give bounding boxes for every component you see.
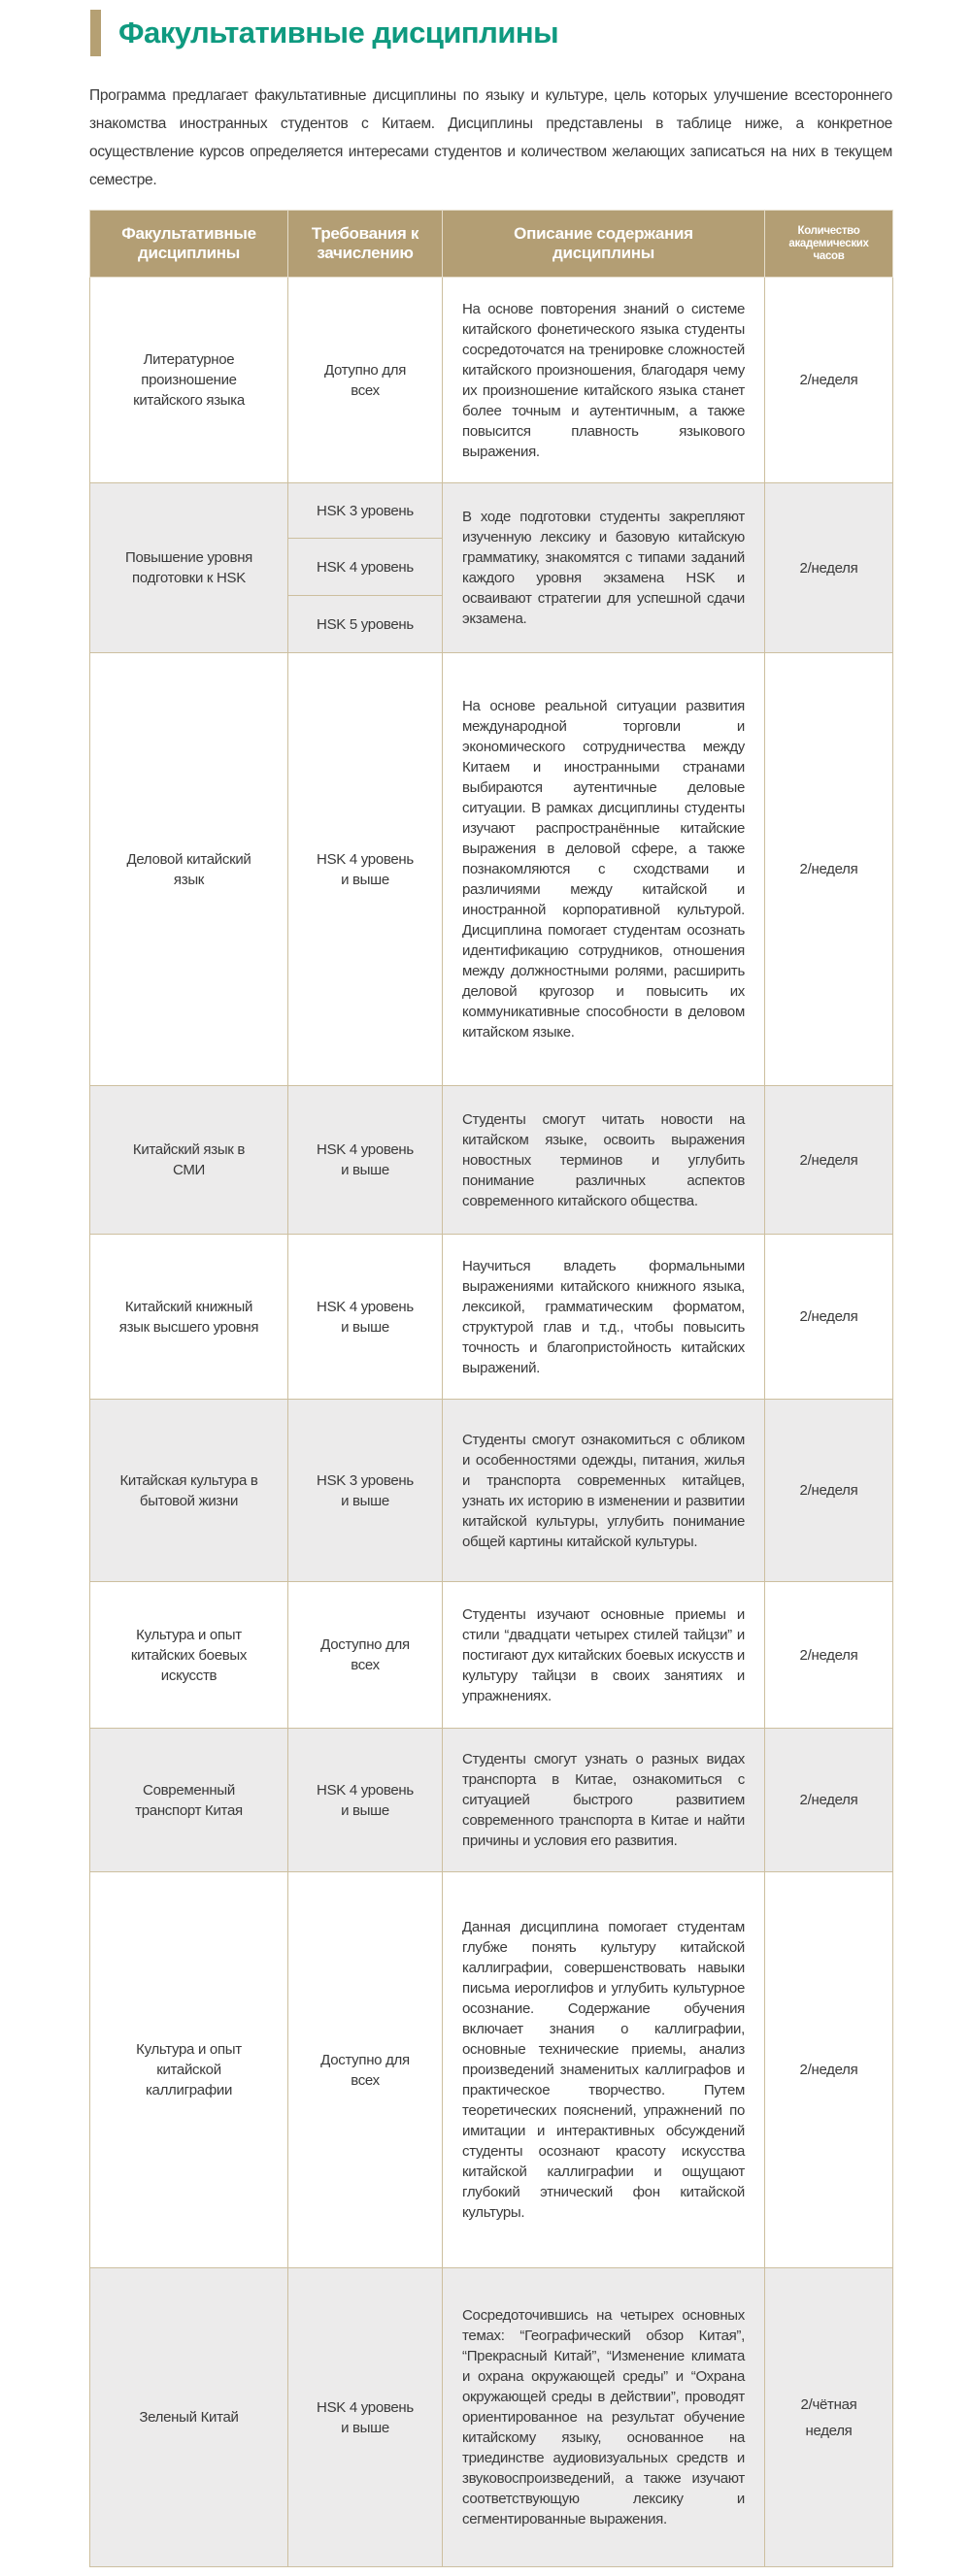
discipline-name: Современный транспорт Китая [89, 1728, 288, 1872]
page-title: Факультативные дисциплины [118, 16, 559, 50]
discipline-name: Литературное произношение китайского язы… [89, 277, 288, 483]
discipline-name: Повышение уровня подготовки к HSK [89, 482, 288, 653]
requirement: HSK 4 уровень и выше [287, 2267, 443, 2567]
table-row: Повышение уровня подготовки к HSK HSK 3 у… [89, 482, 893, 653]
title-accent-bar [90, 10, 101, 56]
hours: 2/неделя [764, 1085, 893, 1235]
table-row: Китайский книжный язык высшего уровня HSK… [89, 1234, 893, 1400]
discipline-name: Культура и опыт китайской каллиграфии [89, 1871, 288, 2268]
table-row: Китайский язык в СМИ HSK 4 уровень и выше… [89, 1085, 893, 1235]
description: Студенты изучают основные приемы и стили… [442, 1581, 765, 1729]
hours: 2/неделя [764, 482, 893, 653]
requirement: HSK 4 уровень и выше [287, 1728, 443, 1872]
hours: 2/неделя [764, 1581, 893, 1729]
requirement-hsk4: HSK 4 уровень [287, 538, 443, 596]
header-hours: Количество академических часов [764, 210, 893, 278]
hours: 2/чётная неделя [764, 2267, 893, 2567]
requirement: Дотупно для всех [287, 277, 443, 483]
hours: 2/неделя [764, 652, 893, 1086]
table-row: Зеленый Китай HSK 4 уровень и выше Сосредо… [89, 2267, 893, 2567]
description: Научиться владеть формальными выражениям… [442, 1234, 765, 1400]
table-header-row: Факультативные дисциплины Требования к з… [89, 210, 893, 278]
description: Сосредоточившись на четырех основных тем… [442, 2267, 765, 2567]
table-row: Китайская культура в бытовой жизни HSK 3 … [89, 1399, 893, 1582]
table-row: Культура и опыт китайских боевых искусст… [89, 1581, 893, 1729]
table-row: Литературное произношение китайского язы… [89, 277, 893, 483]
requirement: Доступно для всех [287, 1581, 443, 1729]
header-description: Описание содержания дисциплины [442, 210, 765, 278]
description: Студенты смогут читать новости на китайс… [442, 1085, 765, 1235]
discipline-name: Культура и опыт китайских боевых искусст… [89, 1581, 288, 1729]
header-requirements: Требования к зачислению [287, 210, 443, 278]
description: На основе повторения знаний о системе ки… [442, 277, 765, 483]
requirement: HSK 3 уровень и выше [287, 1399, 443, 1582]
table-row: Культура и опыт китайской каллиграфии Дос… [89, 1871, 893, 2268]
requirement: HSK 4 уровень и выше [287, 652, 443, 1086]
discipline-name: Китайский книжный язык высшего уровня [89, 1234, 288, 1400]
description: Студенты смогут узнать о разных видах тр… [442, 1728, 765, 1872]
table-row: Деловой китайский язык HSK 4 уровень и вы… [89, 652, 893, 1086]
description: В ходе подготовки студенты закрепляют из… [442, 482, 765, 653]
hours: 2/неделя [764, 1728, 893, 1872]
hours: 2/неделя [764, 1871, 893, 2268]
description: Данная дисциплина помогает студентам глу… [442, 1871, 765, 2268]
table-row: HSK 5 уровень [90, 595, 893, 653]
requirement-hsk3: HSK 3 уровень [287, 482, 443, 539]
discipline-name: Китайский язык в СМИ [89, 1085, 288, 1235]
description: Студенты смогут ознакомиться с обликом и… [442, 1399, 765, 1582]
discipline-name: Зеленый Китай [89, 2267, 288, 2567]
intro-paragraph: Программа предлагает факультативные дисц… [89, 87, 892, 188]
requirement-hsk5: HSK 5 уровень [287, 595, 443, 653]
table-row: Современный транспорт Китая HSK 4 уровень… [89, 1728, 893, 1872]
hours: 2/неделя [764, 277, 893, 483]
description: На основе реальной ситуации развития меж… [442, 652, 765, 1086]
hours: 2/неделя [764, 1399, 893, 1582]
header-disciplines: Факультативные дисциплины [89, 210, 288, 278]
electives-table: Факультативные дисциплины Требования к з… [89, 210, 893, 2567]
discipline-name: Деловой китайский язык [89, 652, 288, 1086]
discipline-name: Китайская культура в бытовой жизни [89, 1399, 288, 1582]
hours: 2/неделя [764, 1234, 893, 1400]
requirement: Доступно для всех [287, 1871, 443, 2268]
requirement: HSK 4 уровень и выше [287, 1234, 443, 1400]
table-row: HSK 4 уровень [90, 538, 893, 596]
requirement: HSK 4 уровень и выше [287, 1085, 443, 1235]
